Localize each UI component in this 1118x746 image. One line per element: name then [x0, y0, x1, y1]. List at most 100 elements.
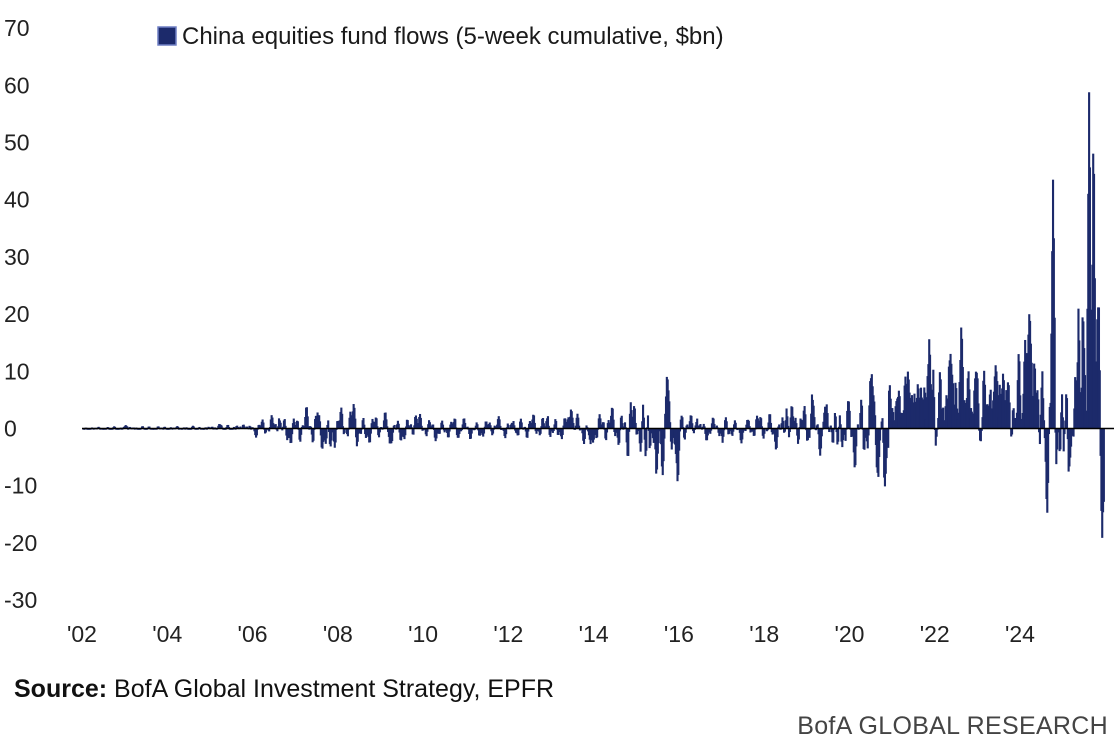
flow-bar: [535, 428, 538, 434]
flow-bar: [274, 424, 277, 429]
y-tick-label: 20: [4, 301, 30, 327]
flow-bar: [1061, 417, 1064, 429]
flow-bar: [1070, 428, 1073, 447]
flow-bar: [1042, 420, 1046, 429]
flow-bar: [808, 428, 811, 438]
flow-bar: [546, 416, 550, 429]
y-tick-label: -30: [4, 587, 37, 613]
flow-bar: [662, 428, 665, 462]
flow-bar: [584, 428, 587, 431]
flow-bar: [301, 425, 304, 429]
flow-bar: [933, 397, 936, 429]
flow-bar: [393, 424, 396, 429]
flow-bar: [299, 428, 302, 442]
flow-bar: [279, 422, 282, 429]
flow-bar: [860, 405, 864, 429]
flow-bar: [848, 410, 851, 429]
flow-bar: [787, 428, 791, 438]
flow-bar: [842, 428, 845, 441]
flow-bar: [227, 424, 230, 429]
flow-bar: [678, 428, 682, 432]
flow-bar: [220, 425, 223, 429]
flow-bar: [432, 424, 435, 429]
brand-logo-text: BofA GLOBAL RESEARCH: [797, 712, 1108, 740]
flow-bar: [466, 426, 469, 429]
flow-bar: [658, 428, 661, 432]
flow-bar: [281, 428, 284, 431]
flow-bar: [291, 428, 294, 435]
flow-bar: [428, 422, 431, 429]
flow-bar: [864, 428, 867, 438]
source-label: Source:: [14, 675, 108, 703]
y-tick-label: 50: [4, 130, 30, 156]
flow-bar: [341, 426, 345, 429]
flow-bar: [955, 388, 958, 429]
flow-bar: [599, 418, 602, 429]
flow-bar: [1053, 317, 1056, 429]
flow-bar: [141, 426, 144, 429]
flow-bar: [460, 428, 463, 431]
flow-bar: [699, 424, 702, 429]
flow-bar: [640, 428, 643, 443]
flow-bar: [346, 428, 349, 437]
x-tick-label: '22: [920, 621, 950, 647]
flow-bar: [602, 422, 605, 429]
flow-bar: [910, 395, 914, 429]
fund-flows-chart: China equities fund flows (5-week cumula…: [4, 15, 1114, 647]
y-tick-label: 0: [4, 416, 17, 442]
y-tick-label: 60: [4, 72, 30, 98]
flow-bar: [1083, 375, 1087, 429]
flow-bar: [929, 384, 932, 429]
flow-bar: [552, 428, 555, 432]
flow-bar: [536, 428, 539, 432]
flow-bar: [709, 428, 712, 434]
flow-bar: [126, 426, 129, 429]
flow-bar: [1038, 428, 1041, 445]
flow-bar: [1010, 428, 1014, 435]
flow-bar: [819, 428, 823, 449]
flow-bar: [668, 401, 671, 429]
flow-bar: [788, 428, 791, 432]
flow-bar: [290, 428, 293, 443]
flow-bar: [454, 419, 457, 429]
flow-bar: [855, 428, 858, 447]
flow-bar: [775, 428, 778, 448]
flow-bar: [763, 428, 766, 434]
flow-bar: [359, 428, 363, 434]
flow-bar: [1012, 408, 1015, 429]
flow-bar: [343, 428, 346, 433]
flow-bar: [307, 426, 310, 429]
flow-bar: [769, 422, 773, 429]
flow-bar: [889, 398, 892, 429]
flow-bar: [778, 424, 781, 429]
flow-bar: [585, 425, 588, 429]
flow-bar: [489, 425, 492, 429]
y-tick-label: -10: [4, 473, 37, 499]
flow-bar: [239, 426, 242, 429]
flow-bar: [268, 428, 271, 432]
flow-bar: [715, 425, 718, 429]
flow-bar: [917, 388, 920, 429]
flow-bar: [797, 428, 800, 440]
flow-bar: [512, 421, 515, 429]
flow-bar: [646, 415, 650, 429]
flow-bar: [874, 415, 877, 429]
flow-bar: [1097, 307, 1101, 429]
flow-bar: [448, 428, 451, 432]
flow-bar: [829, 425, 832, 429]
flow-bar: [623, 422, 627, 429]
flow-bar: [627, 428, 630, 456]
legend-swatch: [157, 26, 177, 46]
flow-bar: [878, 428, 882, 441]
x-tick-label: '06: [238, 621, 268, 647]
flow-bar: [968, 389, 971, 429]
flow-bar: [356, 428, 359, 442]
flow-bar: [939, 379, 942, 429]
flow-bar: [369, 428, 372, 434]
flow-bar: [476, 424, 479, 429]
flow-bar: [732, 428, 735, 432]
flow-bar: [470, 428, 473, 434]
flow-bar: [1056, 428, 1059, 450]
flow-bar: [293, 421, 296, 429]
flow-bar: [330, 428, 333, 441]
